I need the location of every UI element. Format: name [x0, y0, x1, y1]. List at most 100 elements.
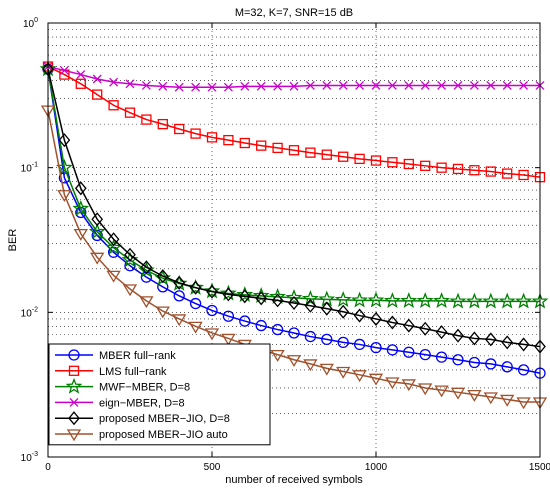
data-point: [72, 199, 90, 216]
data-point: [517, 337, 530, 352]
data-point: [370, 155, 382, 166]
data-point: [88, 223, 106, 239]
data-point: [384, 292, 401, 309]
data-point: [485, 166, 496, 177]
data-point: [303, 359, 318, 372]
data-point: [319, 363, 334, 376]
data-point: [240, 81, 250, 91]
data-point: [403, 158, 414, 170]
data-point: [155, 306, 170, 319]
data-point: [271, 293, 284, 308]
data-point: [156, 269, 169, 284]
data-point: [189, 297, 202, 310]
data-point: [173, 275, 186, 290]
grid: [48, 23, 540, 457]
legend-label: proposed MBER−JIO auto: [99, 429, 228, 441]
data-point: [304, 330, 317, 343]
data-point: [106, 270, 121, 283]
legend-marker: [69, 397, 79, 407]
data-point: [402, 318, 415, 333]
data-point: [501, 335, 514, 350]
data-point: [173, 290, 185, 302]
data-point: [141, 81, 151, 90]
data-point: [485, 358, 497, 370]
data-point: [517, 364, 530, 376]
data-point: [124, 247, 136, 262]
data-point: [189, 280, 202, 295]
data-point: [108, 100, 119, 111]
data-point: [416, 292, 434, 309]
data-point: [404, 81, 414, 90]
data-point: [206, 132, 218, 143]
data-point: [76, 70, 86, 80]
data-point: [288, 295, 300, 311]
data-point: [288, 145, 300, 156]
data-point: [354, 153, 365, 165]
data-point: [59, 65, 69, 75]
x-tick-label: 500: [204, 462, 221, 473]
series-5: [40, 105, 548, 410]
data-point: [220, 284, 237, 301]
data-point: [321, 149, 332, 160]
legend-marker: [68, 349, 80, 361]
legend-label: eign−MBER, D=8: [99, 397, 185, 409]
data-point: [337, 336, 349, 349]
data-point: [337, 304, 350, 319]
data-point: [174, 82, 184, 92]
series-1: [42, 61, 546, 183]
series-line: [47, 109, 540, 403]
data-point: [370, 342, 382, 354]
data-point: [368, 373, 384, 386]
data-point: [255, 291, 268, 306]
data-point: [57, 190, 72, 202]
data-point: [109, 77, 119, 87]
data-point: [302, 290, 319, 306]
data-point: [286, 355, 302, 368]
data-point: [515, 292, 532, 309]
legend-marker: [65, 377, 83, 394]
data-point: [239, 315, 251, 327]
data-point: [206, 304, 218, 317]
data-point: [203, 282, 221, 299]
data-point: [190, 128, 201, 139]
data-point: [239, 137, 250, 149]
data-point: [140, 260, 153, 275]
data-point: [418, 383, 433, 396]
data-point: [58, 172, 71, 184]
data-point: [74, 181, 87, 196]
data-point: [483, 392, 498, 405]
data-point: [352, 370, 367, 383]
data-point: [338, 151, 349, 162]
data-point: [434, 385, 449, 398]
data-point: [468, 331, 481, 346]
data-point: [304, 298, 317, 313]
data-point: [188, 321, 203, 334]
data-point: [419, 321, 432, 336]
data-point: [467, 389, 482, 402]
data-point: [255, 319, 267, 332]
data-point: [270, 349, 285, 362]
data-point: [105, 238, 122, 255]
legend-label: MWF−MBER, D=8: [99, 382, 190, 394]
data-point: [436, 162, 447, 173]
data-point: [206, 284, 218, 299]
data-point: [516, 397, 531, 410]
data-point: [58, 133, 71, 148]
legend: MBER full−rank LMS full−rank MWF−MBER, D=8…: [48, 343, 271, 446]
data-point: [92, 89, 103, 100]
data-point: [91, 229, 103, 242]
data-point: [122, 284, 138, 297]
data-point: [90, 252, 105, 265]
data-point: [387, 157, 398, 168]
legend-label: LMS full−rank: [99, 366, 167, 378]
data-point: [519, 81, 529, 90]
data-point: [484, 332, 497, 347]
data-point: [449, 292, 467, 309]
data-point: [107, 232, 120, 247]
data-point: [221, 333, 236, 346]
data-point: [385, 377, 400, 390]
data-point: [222, 287, 235, 302]
data-point: [321, 333, 333, 346]
data-point: [322, 81, 332, 90]
data-point: [204, 328, 220, 341]
